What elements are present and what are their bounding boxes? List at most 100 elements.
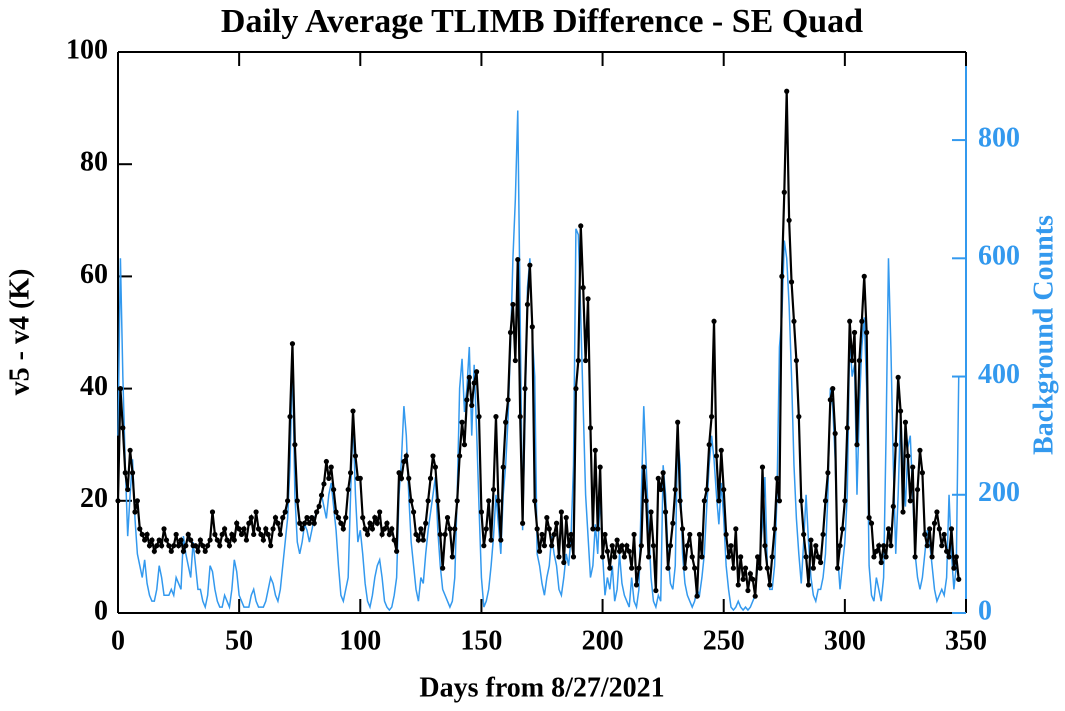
data-point xyxy=(643,498,649,504)
data-point xyxy=(626,548,632,554)
data-point xyxy=(677,498,683,504)
data-point xyxy=(788,279,795,285)
data-point xyxy=(427,475,434,481)
x-tick-label: 350 xyxy=(945,625,987,656)
data-point xyxy=(675,419,681,425)
data-point xyxy=(401,458,407,465)
data-point xyxy=(781,189,787,195)
data-point xyxy=(260,537,266,543)
data-point xyxy=(268,543,274,549)
data-point xyxy=(692,565,698,571)
data-point xyxy=(575,357,581,364)
data-point xyxy=(936,526,942,532)
data-point xyxy=(236,526,242,532)
data-point xyxy=(217,543,223,549)
data-point xyxy=(549,543,555,549)
data-point xyxy=(459,419,465,425)
data-point xyxy=(282,509,288,515)
data-point xyxy=(597,464,603,470)
data-point xyxy=(752,593,758,599)
data-point xyxy=(784,88,790,94)
data-point xyxy=(398,475,405,481)
data-point xyxy=(529,324,535,330)
data-point xyxy=(699,554,705,560)
data-point xyxy=(144,531,150,538)
data-point xyxy=(185,531,191,538)
data-point xyxy=(314,509,320,515)
data-point xyxy=(285,498,291,504)
data-point xyxy=(447,526,453,532)
data-point xyxy=(289,341,296,347)
data-point xyxy=(815,554,821,560)
data-point xyxy=(558,509,564,515)
data-point xyxy=(381,526,388,532)
data-point xyxy=(822,498,829,504)
data-point xyxy=(517,414,523,420)
data-point xyxy=(483,526,489,532)
data-point xyxy=(326,475,332,481)
data-point xyxy=(357,475,363,481)
data-point xyxy=(146,543,153,549)
data-point xyxy=(563,515,569,521)
data-point xyxy=(650,543,657,549)
data-point xyxy=(316,503,322,510)
data-point xyxy=(948,526,955,532)
data-point xyxy=(573,386,579,392)
data-point xyxy=(420,537,426,543)
data-point xyxy=(629,565,635,571)
data-point xyxy=(750,576,756,582)
data-point xyxy=(318,492,325,498)
data-point xyxy=(684,543,690,549)
data-point xyxy=(546,526,552,532)
data-point xyxy=(764,565,770,571)
data-point xyxy=(173,531,179,538)
data-point xyxy=(115,498,121,504)
data-point xyxy=(328,464,334,470)
data-point xyxy=(718,447,724,453)
data-point xyxy=(745,587,751,594)
data-point xyxy=(655,475,661,481)
data-point xyxy=(258,531,264,538)
data-point xyxy=(524,301,531,308)
data-point xyxy=(553,520,560,526)
data-point xyxy=(633,582,640,588)
data-point xyxy=(137,526,143,532)
data-point xyxy=(435,498,441,504)
data-point xyxy=(861,273,867,279)
data-point xyxy=(222,526,228,532)
data-point xyxy=(759,464,766,470)
data-point xyxy=(830,386,836,392)
y-tick-label: 0 xyxy=(94,595,108,626)
data-point xyxy=(372,515,378,521)
data-point xyxy=(207,537,213,543)
data-point xyxy=(151,548,157,554)
data-point xyxy=(389,526,395,532)
chart-title: Daily Average TLIMB Difference - SE Quad xyxy=(221,3,863,40)
data-point xyxy=(520,520,526,526)
data-point xyxy=(469,402,475,409)
data-point xyxy=(139,531,145,538)
data-point xyxy=(646,554,652,560)
data-point xyxy=(299,526,305,532)
data-point xyxy=(471,380,477,386)
data-point xyxy=(360,515,366,521)
data-point xyxy=(672,486,678,493)
data-point xyxy=(287,414,293,420)
data-point xyxy=(391,537,397,543)
data-point xyxy=(246,520,252,526)
data-point xyxy=(384,520,390,526)
data-point xyxy=(793,357,800,364)
data-point xyxy=(440,565,446,571)
data-point xyxy=(238,531,245,538)
data-point xyxy=(609,543,615,549)
data-point xyxy=(488,537,494,543)
data-point xyxy=(396,470,402,476)
y-tick-label: 60 xyxy=(80,259,108,290)
y-axis-label: v5 - v4 (K) xyxy=(4,269,35,396)
data-point xyxy=(272,515,279,521)
data-point xyxy=(769,554,775,560)
data-point xyxy=(432,464,438,470)
data-point xyxy=(534,526,540,532)
data-point xyxy=(941,531,947,538)
